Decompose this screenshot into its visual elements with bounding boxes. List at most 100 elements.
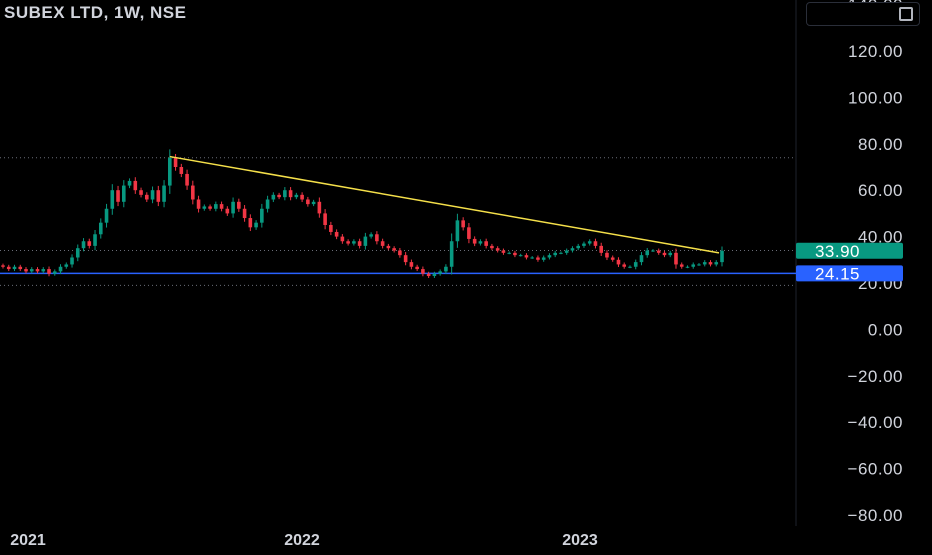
candles[interactable] [1,149,724,279]
candle-body[interactable] [587,241,592,244]
candle[interactable] [334,229,339,240]
candle[interactable] [628,265,632,269]
candle-body[interactable] [242,208,247,219]
candle-body[interactable] [150,190,155,200]
candle-body[interactable] [29,269,34,272]
candle[interactable] [116,185,120,207]
candle-body[interactable] [12,266,17,270]
candle[interactable] [541,255,546,262]
candle[interactable] [340,234,345,244]
candle[interactable] [18,264,23,272]
candle-body[interactable] [461,220,465,228]
candle-body[interactable] [599,245,604,253]
candle-body[interactable] [346,241,350,244]
candle[interactable] [518,253,523,257]
candle-body[interactable] [271,194,276,200]
candle-body[interactable] [202,206,207,209]
candle-body[interactable] [541,257,546,260]
candle[interactable] [306,196,310,207]
candle[interactable] [225,206,230,216]
candle-body[interactable] [191,185,195,200]
candle-body[interactable] [75,248,80,258]
candle[interactable] [237,198,241,212]
candle[interactable] [260,203,264,228]
candle[interactable] [145,192,149,203]
candle[interactable] [41,267,46,274]
candle-body[interactable] [478,241,483,244]
candle[interactable] [352,239,356,246]
candle[interactable] [622,262,627,269]
candle-body[interactable] [559,252,563,254]
candle[interactable] [317,197,322,218]
candle-body[interactable] [507,252,511,254]
candle-body[interactable] [116,190,120,202]
candle[interactable] [645,247,650,258]
candle[interactable] [599,242,604,256]
candle-body[interactable] [214,204,218,209]
candle[interactable] [191,180,195,205]
candle[interactable] [277,192,281,200]
candle[interactable] [685,265,690,269]
candle[interactable] [219,201,224,212]
candle[interactable] [616,257,621,267]
candle[interactable] [6,264,11,272]
candle-body[interactable] [662,252,667,256]
candle-body[interactable] [720,250,724,263]
candle[interactable] [576,243,580,251]
candle-body[interactable] [81,241,86,249]
candle[interactable] [29,267,34,274]
candle-body[interactable] [467,227,471,239]
candle-body[interactable] [64,264,69,267]
candle-body[interactable] [121,185,126,202]
candle-body[interactable] [127,180,132,186]
candle[interactable] [375,231,379,245]
candle[interactable] [75,244,80,262]
candle[interactable] [294,192,299,200]
candle[interactable] [173,154,178,171]
candle-body[interactable] [311,201,316,205]
candle[interactable] [202,204,207,211]
candle-body[interactable] [104,208,109,223]
candle-body[interactable] [656,250,661,253]
candle-body[interactable] [702,262,707,265]
x-axis[interactable]: 2021 2022 2023 [10,532,598,549]
candle[interactable] [329,221,333,236]
candle-body[interactable] [277,194,281,198]
candle[interactable] [392,246,396,253]
candle-body[interactable] [455,220,460,242]
candle[interactable] [438,269,442,276]
candle-body[interactable] [628,266,632,268]
candle-body[interactable] [87,241,92,246]
candle-body[interactable] [564,250,569,253]
candle-body[interactable] [300,194,304,200]
candle[interactable] [93,229,97,251]
candle[interactable] [179,163,184,178]
candle-body[interactable] [605,252,609,258]
candle-body[interactable] [501,250,506,253]
candle[interactable] [64,262,69,269]
candle-body[interactable] [58,266,63,272]
candle-body[interactable] [651,250,655,252]
candle-body[interactable] [110,190,115,209]
candle-body[interactable] [409,262,414,267]
candle[interactable] [656,248,661,255]
candle[interactable] [403,252,408,266]
candle[interactable] [231,197,235,218]
candle[interactable] [668,250,673,258]
candle[interactable] [58,264,63,274]
candle-body[interactable] [697,264,701,266]
candle[interactable] [369,232,373,239]
candle[interactable] [708,260,713,267]
candle-body[interactable] [231,201,235,214]
candle-body[interactable] [708,262,713,265]
candle-body[interactable] [593,241,598,246]
candle-body[interactable] [225,208,230,214]
candle[interactable] [564,248,569,255]
candle[interactable] [490,243,494,251]
candle[interactable] [444,264,448,274]
candle[interactable] [662,250,667,258]
candle-body[interactable] [352,241,356,244]
candle[interactable] [214,201,218,212]
candle[interactable] [242,205,247,222]
